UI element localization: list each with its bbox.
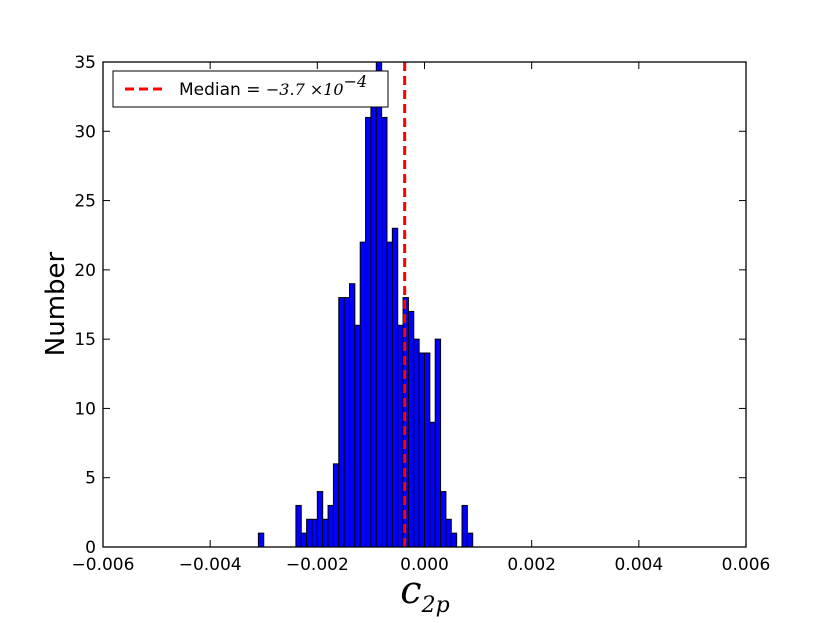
x-tick-labels: −0.006 −0.004 −0.002 0.000 0.002 0.004 0.006 [72,555,771,575]
legend-label-value: −3.7 ×10 [266,80,344,99]
x-axis-label: c2p [400,568,449,618]
histogram-bar [338,297,345,548]
histogram-bar [311,518,318,548]
histogram-bar [354,324,361,548]
x-tick-label: 0.002 [507,555,556,575]
histogram-bar [257,532,265,548]
histogram-bar [461,504,468,548]
x-tick-label: 0.004 [614,555,663,575]
legend-label-exponent: −4 [344,72,368,91]
histogram-bar [429,421,436,548]
x-tick-label: −0.006 [72,555,135,575]
histogram-bar [445,518,452,548]
histogram-bar [370,75,377,548]
legend: Median = −3.7 ×10−4 [112,70,389,108]
histogram-bar [359,241,367,548]
x-tick-label: 0.000 [400,555,449,575]
histogram-bar [391,227,399,548]
histogram-bar [365,116,372,548]
x-tick-label: −0.002 [286,555,349,575]
histogram-bar [316,491,324,548]
legend-label-text: Median = [179,80,266,100]
histogram-bar [440,491,447,548]
histogram-bars [257,61,474,548]
x-axis-label-subscript: 2p [421,593,450,618]
histogram-bar [466,532,474,548]
histogram-bar [300,532,308,548]
histogram-bar [327,504,334,548]
histogram-bar [348,283,356,548]
y-tick-label: 10 [74,399,96,419]
axis-ticks [102,61,747,548]
histogram-bar [407,310,415,548]
y-axis-label: Number [41,251,71,356]
histogram-bar [434,338,442,548]
histogram-bar [381,116,388,548]
y-tick-label: 35 [74,53,96,73]
legend-label: Median = −3.7 ×10−4 [179,72,367,100]
y-tick-label: 0 [85,538,96,558]
y-tick-label: 30 [74,122,96,142]
histogram-bar [295,504,302,548]
y-tick-label: 20 [74,261,96,281]
histogram-bar [332,463,340,548]
x-axis-label-base: c [400,568,421,612]
x-tick-label: 0.006 [722,555,771,575]
x-tick-label: −0.004 [179,555,242,575]
y-tick-label: 5 [85,469,96,489]
histogram-bar [306,518,313,548]
histogram-bar [424,352,431,548]
histogram-bar [322,518,329,548]
histogram-bar [397,324,404,548]
y-tick-label: 15 [74,330,96,350]
y-tick-label: 25 [74,192,96,212]
histogram-bar [375,61,383,548]
histogram-bar [418,352,425,548]
histogram-bar [343,297,350,548]
histogram-bar [450,532,458,548]
histogram-bar [386,241,393,548]
y-tick-labels: 0 5 10 15 20 25 30 35 [74,53,96,558]
histogram-bar [413,338,420,548]
